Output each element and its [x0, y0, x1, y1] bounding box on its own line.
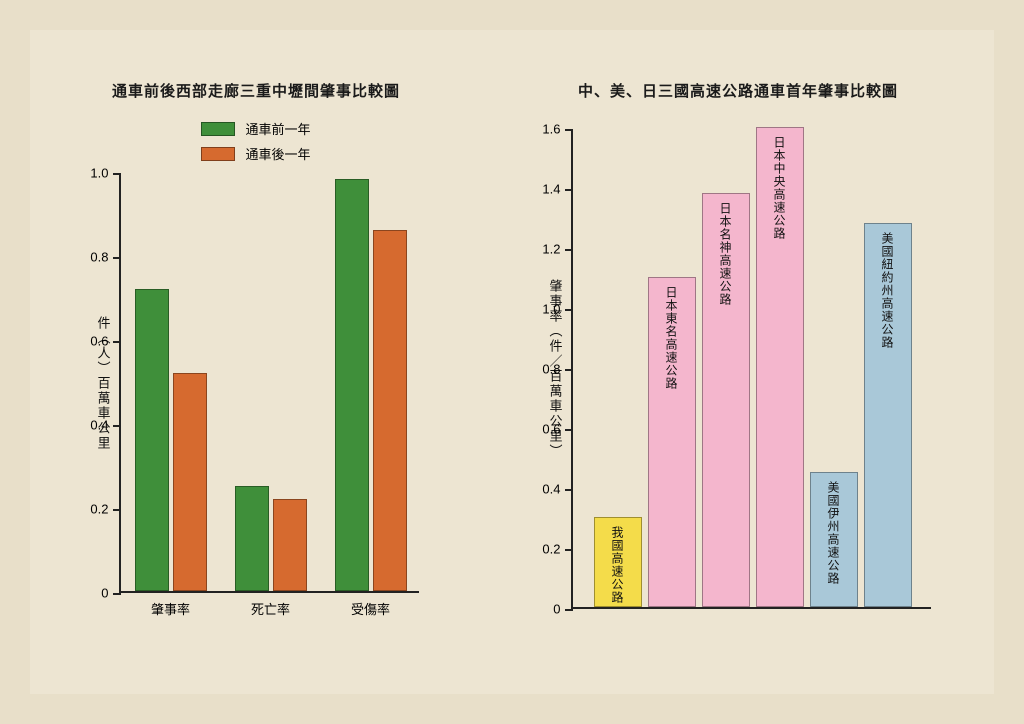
bar-肇事率-0 — [135, 289, 169, 591]
x-category-label: 肇事率 — [151, 591, 190, 618]
right-chart-title: 中、美、日三國高速公路通車首年肇事比較圖 — [578, 80, 898, 101]
legend-label-before: 通車前一年 — [245, 119, 310, 138]
bar-label: 我國高速公路 — [609, 526, 626, 604]
y-tick-label: 1.6 — [542, 122, 572, 137]
y-tick-label: 1.0 — [90, 166, 120, 181]
bar-2: 日本名神高速公路 — [702, 193, 750, 607]
y-tick-label: 0.8 — [90, 250, 120, 265]
charts-row: 通車前後西部走廊三重中壢間肇事比較圖 通車前一年 通車後一年 件（人）百萬車公里… — [30, 30, 994, 609]
page: 通車前後西部走廊三重中壢間肇事比較圖 通車前一年 通車後一年 件（人）百萬車公里… — [30, 30, 994, 694]
y-tick-label: 0.8 — [542, 362, 572, 377]
bar-label: 日本中央高速公路 — [771, 136, 788, 240]
bar-label: 日本名神高速公路 — [717, 202, 734, 306]
bar-受傷率-0 — [335, 179, 369, 591]
bar-label: 美國紐約州高速公路 — [879, 232, 896, 349]
y-tick-label: 1.2 — [542, 242, 572, 257]
y-tick-label: 0 — [553, 602, 572, 617]
y-tick-label: 1.4 — [542, 182, 572, 197]
bar-肇事率-1 — [173, 373, 207, 591]
bar-1: 日本東名高速公路 — [648, 277, 696, 607]
x-category-label: 死亡率 — [251, 591, 290, 618]
left-chart-body: 件（人）百萬車公里 00.20.40.60.81.0肇事率死亡率受傷率 — [94, 173, 419, 593]
bar-label: 日本東名高速公路 — [663, 286, 680, 390]
left-chart-title: 通車前後西部走廊三重中壢間肇事比較圖 — [112, 80, 400, 101]
legend-item-before: 通車前一年 — [201, 119, 310, 138]
bar-label: 美國伊州高速公路 — [825, 481, 842, 585]
bar-受傷率-1 — [373, 230, 407, 591]
y-tick-label: 0 — [101, 586, 120, 601]
legend-swatch-after — [201, 147, 235, 161]
right-plot-area: 00.20.40.60.81.01.21.41.6我國高速公路日本東名高速公路日… — [571, 129, 931, 609]
bar-3: 日本中央高速公路 — [756, 127, 804, 607]
legend-swatch-before — [201, 122, 235, 136]
y-tick-label: 0.6 — [90, 334, 120, 349]
y-tick-label: 0.2 — [90, 502, 120, 517]
bar-死亡率-0 — [235, 486, 269, 591]
legend-label-after: 通車後一年 — [245, 144, 310, 163]
bar-4: 美國伊州高速公路 — [810, 472, 858, 607]
bar-0: 我國高速公路 — [594, 517, 642, 607]
y-tick-label: 0.4 — [90, 418, 120, 433]
left-chart-panel: 通車前後西部走廊三重中壢間肇事比較圖 通車前一年 通車後一年 件（人）百萬車公里… — [94, 80, 419, 593]
x-category-label: 受傷率 — [351, 591, 390, 618]
y-tick-label: 0.2 — [542, 542, 572, 557]
legend-item-after: 通車後一年 — [201, 144, 310, 163]
right-chart-body: 肇事率（件／百萬車公里） 00.20.40.60.81.01.21.41.6我國… — [546, 129, 931, 609]
bar-死亡率-1 — [273, 499, 307, 591]
right-chart-panel: 中、美、日三國高速公路通車首年肇事比較圖 肇事率（件／百萬車公里） 00.20.… — [546, 80, 931, 609]
bar-5: 美國紐約州高速公路 — [864, 223, 912, 607]
y-tick-label: 1.0 — [542, 302, 572, 317]
y-tick-label: 0.6 — [542, 422, 572, 437]
left-plot-area: 00.20.40.60.81.0肇事率死亡率受傷率 — [119, 173, 419, 593]
left-chart-legend: 通車前一年 通車後一年 — [201, 119, 310, 163]
y-tick-label: 0.4 — [542, 482, 572, 497]
